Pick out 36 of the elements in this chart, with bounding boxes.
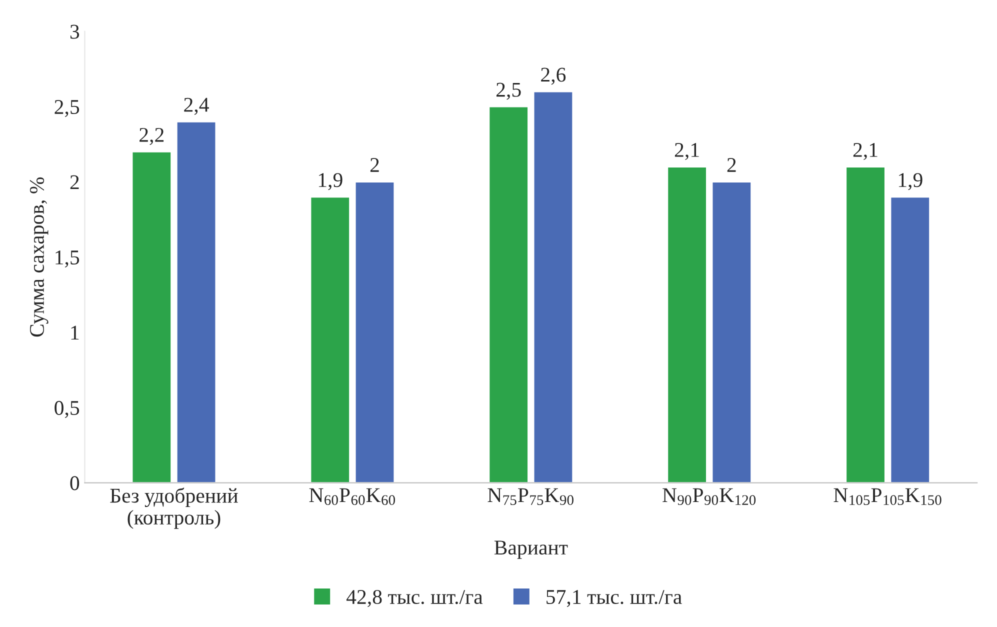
- bar: [310, 196, 350, 483]
- data-label: 1,9: [898, 173, 922, 190]
- y-tick-label: 1: [71, 326, 79, 340]
- legend-label: 57,1 тыс. шт./га: [546, 590, 682, 608]
- bar: [176, 120, 217, 483]
- legend-label: 42,8 тыс. шт./га: [346, 590, 483, 608]
- bar: [488, 106, 529, 483]
- data-label: 2: [727, 158, 736, 172]
- bar: [890, 196, 930, 483]
- x-tick-label: N$_{75}$P$_{75}$K$_{90}$: [488, 488, 574, 506]
- y-tick-label: 2,5: [54, 100, 80, 118]
- bar: [532, 90, 574, 483]
- y-tick-label: 0: [70, 476, 80, 490]
- bar: [666, 166, 708, 483]
- y-axis-title: Сумма сахаров, %: [30, 177, 48, 337]
- data-label: 2,4: [184, 98, 209, 115]
- y-tick-label: 0,5: [54, 400, 80, 418]
- bar: [354, 181, 396, 483]
- y-tick-label: 2: [70, 175, 79, 190]
- data-label: 2: [370, 158, 379, 172]
- x-tick-label: N$_{90}$P$_{90}$K$_{120}$: [662, 488, 756, 506]
- bar: [131, 151, 172, 483]
- y-tick-label: 3: [70, 24, 80, 39]
- data-label: 2,1: [853, 142, 878, 160]
- data-label: 2,1: [674, 142, 699, 160]
- y-tick-label: 1,5: [56, 250, 80, 268]
- data-label: 2,6: [541, 68, 566, 85]
- x-tick-label: N$_{105}$P$_{105}$K$_{150}$: [834, 488, 942, 506]
- data-label: 2,2: [140, 128, 164, 145]
- bar: [711, 181, 752, 483]
- data-label: 1,9: [318, 173, 342, 190]
- bar: [845, 166, 886, 483]
- data-label: 2,5: [496, 82, 521, 100]
- x-axis-title: Вариант: [494, 540, 568, 559]
- x-tick-label: Без удобрений (контроль): [110, 488, 238, 529]
- x-tick-label: N$_{60}$P$_{60}$K$_{60}$: [309, 488, 396, 506]
